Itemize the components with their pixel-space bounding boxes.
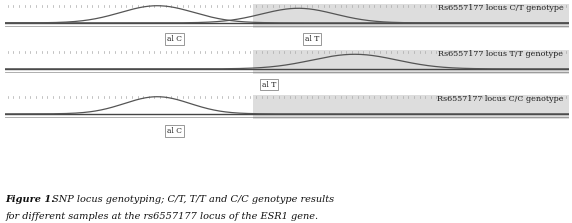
Text: for different samples at the rs6557177 locus of the ESR1 gene.: for different samples at the rs6557177 l… — [6, 212, 319, 221]
Bar — [253, 95, 569, 119]
Text: Rs6557177 locus C/C genotype: Rs6557177 locus C/C genotype — [437, 95, 563, 103]
Text: al T: al T — [304, 35, 319, 43]
Text: al C: al C — [167, 35, 182, 43]
Text: SNP locus genotyping; C/T, T/T and C/C genotype results: SNP locus genotyping; C/T, T/T and C/C g… — [49, 195, 333, 204]
Bar — [253, 4, 569, 28]
Text: Rs6557177 locus C/T genotype: Rs6557177 locus C/T genotype — [438, 4, 563, 12]
Bar — [253, 50, 569, 74]
Text: Rs6557177 locus T/T genotype: Rs6557177 locus T/T genotype — [438, 50, 563, 58]
Text: al T: al T — [261, 81, 276, 89]
Text: Figure 1.: Figure 1. — [6, 195, 55, 204]
Text: al C: al C — [167, 127, 182, 135]
